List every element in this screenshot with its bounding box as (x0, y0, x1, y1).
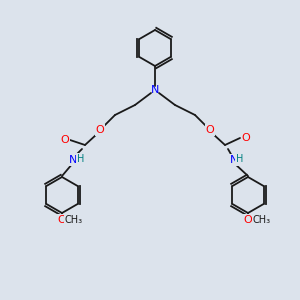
Text: N: N (69, 155, 77, 165)
Text: H: H (236, 154, 244, 164)
Text: CH₃: CH₃ (253, 215, 271, 225)
Text: O: O (58, 215, 66, 225)
Text: O: O (61, 135, 69, 145)
Text: O: O (206, 125, 214, 135)
Text: H: H (77, 154, 85, 164)
Text: O: O (244, 215, 252, 225)
Text: CH₃: CH₃ (65, 215, 83, 225)
Text: N: N (151, 85, 159, 95)
Text: N: N (230, 155, 238, 165)
Text: O: O (242, 133, 250, 143)
Text: O: O (96, 125, 104, 135)
